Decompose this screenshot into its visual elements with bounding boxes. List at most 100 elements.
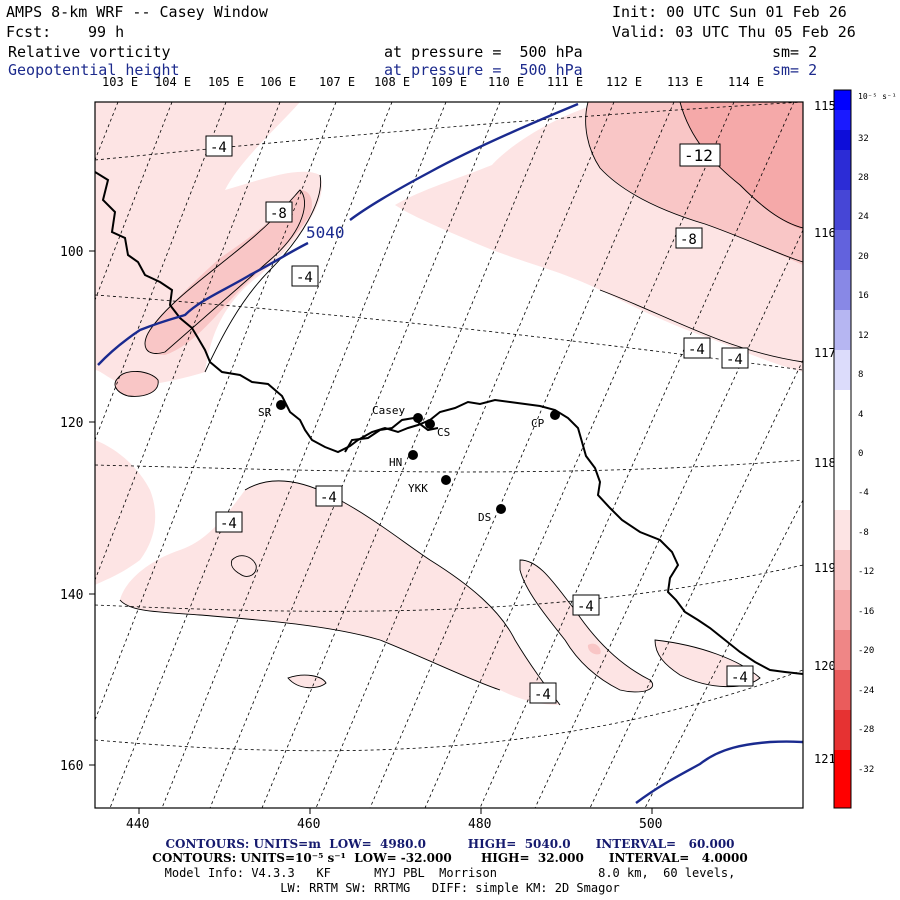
y-tick: 160 bbox=[60, 759, 83, 774]
contour-label: -4 bbox=[683, 337, 711, 359]
colorbar-unit: 10⁻⁵ s⁻¹ bbox=[858, 92, 897, 101]
svg-text:-4: -4 bbox=[320, 490, 337, 506]
height-label: 5040 bbox=[306, 223, 345, 242]
lon-label: 112 E bbox=[606, 75, 643, 89]
colorbar-tick: 4 bbox=[858, 410, 864, 420]
svg-text:-8: -8 bbox=[270, 206, 287, 222]
svg-text:-4: -4 bbox=[296, 270, 313, 286]
coastline bbox=[95, 171, 803, 675]
y-tick: 140 bbox=[60, 588, 83, 603]
contour-label: -4 bbox=[721, 347, 749, 369]
colorbar bbox=[833, 89, 852, 809]
colorbar-tick: 28 bbox=[858, 173, 869, 183]
lon-label: 108 E bbox=[374, 75, 411, 89]
colorbar-tick: 8 bbox=[858, 370, 864, 380]
svg-text:-8: -8 bbox=[680, 232, 697, 248]
field1-smoothing: sm= 2 bbox=[772, 43, 818, 61]
lon-label: 103 E bbox=[102, 75, 139, 89]
station-sr-label: SR bbox=[258, 406, 272, 419]
contour-label: -4 bbox=[529, 682, 557, 704]
field2-pressure: at pressure = 500 hPa bbox=[384, 61, 583, 79]
lon-label: 104 E bbox=[155, 75, 192, 89]
colorbar-tick: -4 bbox=[858, 488, 869, 498]
graticule bbox=[95, 102, 803, 808]
footer-height-contours: CONTOURS: UNITS=m LOW= 4980.0 HIGH= 5040… bbox=[165, 837, 735, 851]
colorbar-tick: -32 bbox=[858, 765, 875, 775]
lon-label: 110 E bbox=[488, 75, 525, 89]
contour-label: -8 bbox=[675, 227, 703, 249]
station-sr-marker bbox=[276, 400, 286, 410]
field1-name: Relative vorticity bbox=[8, 43, 171, 61]
colorbar-tick: -28 bbox=[858, 725, 875, 735]
y-tick: 100 bbox=[60, 245, 83, 260]
contour-label: -4 bbox=[291, 265, 319, 287]
valid-time: Valid: 03 UTC Thu 05 Feb 26 bbox=[612, 23, 856, 41]
contour-label: -4 bbox=[215, 511, 243, 533]
x-tick: 460 bbox=[297, 817, 320, 832]
stations bbox=[276, 400, 560, 514]
station-hn-marker bbox=[408, 450, 418, 460]
vorticity-contours bbox=[114, 102, 803, 706]
colorbar-tick: -8 bbox=[858, 528, 869, 538]
fcst-label: Fcst: bbox=[6, 23, 52, 41]
geopotential-height-contours bbox=[97, 102, 804, 804]
init-time: Init: 00 UTC Sun 01 Feb 26 bbox=[612, 3, 847, 21]
field2-smoothing: sm= 2 bbox=[772, 61, 818, 79]
x-tick: 500 bbox=[639, 817, 662, 832]
station-ykk-marker bbox=[441, 475, 451, 485]
station-casey-marker bbox=[413, 413, 423, 423]
svg-text:-4: -4 bbox=[726, 352, 743, 368]
colorbar-tick: 12 bbox=[858, 331, 869, 341]
svg-text:-4: -4 bbox=[688, 342, 705, 358]
lon-label: 105 E bbox=[208, 75, 245, 89]
fcst-value: 99 h bbox=[88, 23, 125, 41]
station-cs-label: CS bbox=[437, 426, 450, 439]
svg-text:-4: -4 bbox=[577, 599, 594, 615]
field1-pressure: at pressure = 500 hPa bbox=[384, 43, 583, 61]
svg-text:-4: -4 bbox=[210, 140, 227, 156]
footer-physics-info: LW: RRTM SW: RRTMG DIFF: simple KM: 2D S… bbox=[280, 881, 620, 895]
station-cp-label: CP bbox=[531, 417, 545, 430]
contour-label: -8 bbox=[265, 201, 293, 223]
lon-label: 114 E bbox=[728, 75, 765, 89]
field2-name: Geopotential height bbox=[8, 61, 180, 79]
lon-label: 109 E bbox=[431, 75, 468, 89]
map-title: AMPS 8-km WRF -- Casey Window bbox=[6, 3, 268, 21]
svg-text:-4: -4 bbox=[534, 687, 551, 703]
colorbar-tick: 0 bbox=[858, 449, 864, 459]
contour-label: -4 bbox=[205, 135, 233, 157]
station-cp-marker bbox=[550, 410, 560, 420]
contour-label: -4 bbox=[726, 665, 754, 687]
y-tick: 120 bbox=[60, 416, 83, 431]
station-casey-label: Casey bbox=[372, 404, 405, 417]
svg-text:-4: -4 bbox=[220, 516, 237, 532]
colorbar-tick: -20 bbox=[858, 646, 875, 656]
x-tick: 480 bbox=[468, 817, 491, 832]
colorbar-tick: -16 bbox=[858, 607, 875, 617]
contour-label: -4 bbox=[315, 485, 343, 507]
colorbar-tick: 20 bbox=[858, 252, 869, 262]
footer-model-info: Model Info: V4.3.3 KF MYJ PBL Morrison 8… bbox=[164, 866, 736, 880]
footer-vorticity-contours: CONTOURS: UNITS=10⁻⁵ s⁻¹ LOW= -32.000 HI… bbox=[152, 851, 748, 865]
station-ds-marker bbox=[496, 504, 506, 514]
colorbar-tick: 24 bbox=[858, 212, 869, 222]
lon-label: 107 E bbox=[319, 75, 356, 89]
contour-label: -12 bbox=[679, 143, 721, 167]
svg-text:5040: 5040 bbox=[306, 223, 345, 242]
x-tick: 440 bbox=[126, 817, 149, 832]
colorbar-tick: -12 bbox=[858, 567, 875, 577]
station-ds-label: DS bbox=[478, 511, 491, 524]
svg-text:-12: -12 bbox=[684, 146, 713, 165]
contour-label: -4 bbox=[572, 594, 600, 616]
lon-label: 113 E bbox=[667, 75, 704, 89]
lon-label: 106 E bbox=[260, 75, 297, 89]
colorbar-tick: 32 bbox=[858, 134, 869, 144]
lon-label: 111 E bbox=[547, 75, 584, 89]
colorbar-tick: 16 bbox=[858, 291, 869, 301]
colorbar-tick: -24 bbox=[858, 686, 875, 696]
station-ykk-label: YKK bbox=[408, 482, 428, 495]
station-hn-label: HN bbox=[389, 456, 402, 469]
svg-text:-4: -4 bbox=[731, 670, 748, 686]
station-cs-marker bbox=[425, 419, 435, 429]
